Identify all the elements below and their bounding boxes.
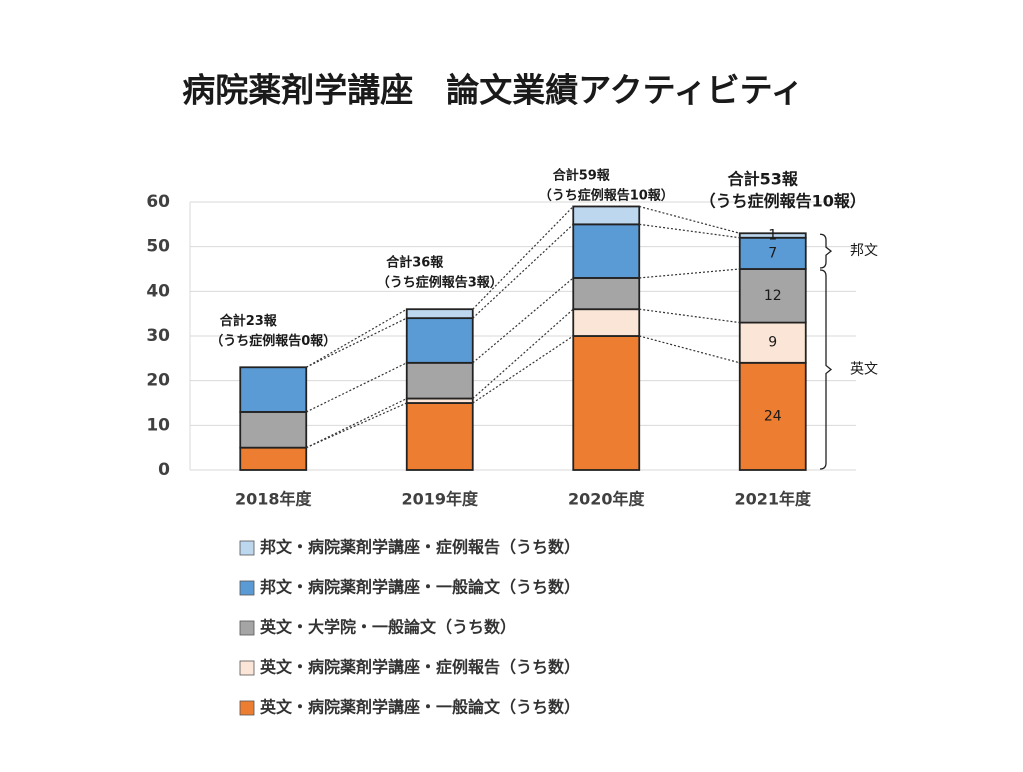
connector	[305, 308, 408, 368]
chart-title: 病院薬剤学講座 論文業績アクティビティ	[182, 71, 803, 110]
legend-swatch	[239, 700, 255, 716]
bar-segment	[239, 446, 308, 471]
connector	[639, 268, 740, 279]
bar-segment	[738, 321, 807, 364]
annotation: （うち症例報告10報）	[700, 192, 866, 211]
annotation: （うち症例報告3報）	[377, 275, 503, 291]
legend-label: 英文・大学院・一般論文（うち数）	[259, 618, 516, 637]
x-tick-label: 2018年度	[235, 490, 313, 509]
connector	[305, 397, 408, 449]
connector	[639, 335, 740, 364]
y-tick-label: 50	[146, 237, 170, 257]
y-tick-label: 0	[158, 460, 170, 480]
bar-segment	[738, 236, 807, 270]
annotation: 合計23報	[220, 313, 278, 329]
x-tick-label: 2021年度	[734, 490, 812, 509]
bar-segment	[738, 232, 807, 239]
legend-label: 邦文・病院薬剤学講座・症例報告（うち数）	[260, 538, 580, 557]
annotation: 合計59報	[553, 168, 611, 184]
annotation: 合計36報	[386, 255, 444, 271]
legend-label: 英文・病院薬剤学講座・一般論文（うち数）	[259, 698, 580, 717]
bar-segment	[405, 308, 474, 320]
bar-segment	[405, 317, 474, 364]
connector	[472, 277, 574, 364]
connector	[472, 223, 574, 319]
legend-swatch	[239, 540, 255, 556]
legend-label: 邦文・病院薬剤学講座・一般論文（うち数）	[260, 578, 580, 597]
connector	[472, 206, 574, 310]
connector	[472, 335, 574, 404]
bar-segment	[738, 268, 807, 324]
bar-segment	[405, 402, 474, 471]
y-tick-label: 10	[146, 415, 170, 435]
data-label: 12	[764, 288, 782, 304]
legend-swatch	[239, 660, 255, 676]
y-tick-label: 20	[146, 371, 170, 391]
bar-segment	[572, 335, 641, 471]
data-label: 9	[768, 335, 777, 351]
connector	[639, 205, 740, 234]
connector	[639, 308, 740, 324]
annotation: （うち症例報告0報）	[210, 333, 336, 349]
bar-segment	[239, 411, 308, 449]
bar-segment	[239, 366, 308, 413]
legend-swatch	[239, 620, 255, 636]
y-tick-label: 60	[146, 192, 170, 212]
y-tick-label: 40	[146, 281, 170, 301]
bracket	[819, 269, 833, 470]
connector	[305, 362, 408, 413]
connector	[305, 317, 408, 368]
x-tick-label: 2020年度	[568, 490, 646, 509]
x-tick-label: 2019年度	[401, 490, 479, 509]
connector	[639, 223, 740, 239]
annotation: 合計53報	[728, 170, 799, 189]
bar-segment	[405, 361, 474, 400]
bar-segment	[572, 223, 641, 279]
data-label: 24	[764, 408, 782, 424]
legend-swatch	[239, 580, 255, 596]
bar-segment	[572, 277, 641, 311]
annotation: （うち症例報告10報）	[539, 188, 674, 204]
bracket	[819, 233, 833, 269]
y-tick-label: 30	[146, 326, 170, 346]
connector	[472, 308, 574, 399]
data-label: 1	[768, 228, 777, 244]
data-label: 7	[768, 245, 777, 261]
legend-label: 英文・病院薬剤学講座・症例報告（うち数）	[259, 658, 580, 677]
bar-segment	[572, 205, 641, 226]
bracket-label: 邦文	[850, 243, 878, 259]
bracket-label: 英文	[850, 361, 878, 378]
bar-segment	[572, 308, 641, 337]
